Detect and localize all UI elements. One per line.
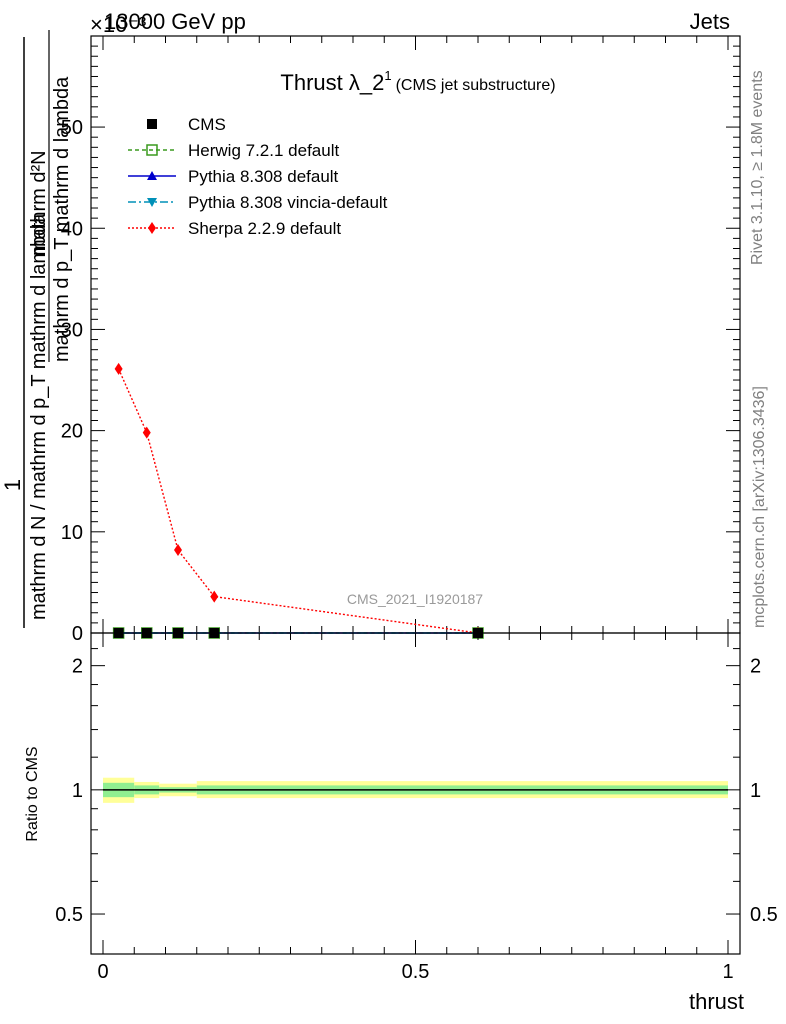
y-label-inner-denominator: mathrm d p_T mathrm d lambda [51, 76, 73, 362]
data-point [147, 171, 157, 180]
main-panel: CMS_2021_I1920187 0 10 20 30 40 50 Thrust λ_2… [61, 35, 741, 645]
legend-item-sherpa: Sherpa 2.2.9 default [128, 219, 341, 238]
data-point [148, 222, 156, 234]
data-point [114, 362, 123, 375]
ratio-y-label: Ratio to CMS [24, 746, 41, 841]
main-y-ticks: 0 10 20 30 40 50 [61, 45, 740, 645]
main-y-label: 1 mathrm d N / mathrm d p_T mathrm d lam… [0, 30, 73, 628]
data-point [147, 198, 157, 207]
y-tick-label: 0 [72, 623, 83, 645]
beam-label: 13000 GeV pp [104, 9, 246, 34]
legend-label: Pythia 8.308 vincia-default [188, 193, 388, 212]
x-tick-label: 1 [722, 961, 733, 983]
y-label-denominator: mathrm d N / mathrm d p_T mathrm d lambd… [28, 213, 50, 620]
main-x-ticks [102, 36, 729, 633]
mcplots-label: mcplots.cern.ch [arXiv:1306.3436] [751, 386, 768, 628]
legend-label: CMS [188, 115, 226, 134]
y-label-numerator: 1 [0, 479, 25, 491]
plot-title: Thrust λ_21 (CMS jet substructure) [280, 68, 555, 95]
ratio-y-tick-label-right: 0.5 [750, 904, 778, 926]
y-tick-label: 40 [61, 218, 83, 240]
data-point [146, 144, 158, 156]
data-point [142, 426, 151, 439]
title-main: Thrust λ_2 [280, 70, 384, 95]
watermark: CMS_2021_I1920187 [347, 591, 483, 607]
process-label: Jets [690, 9, 730, 34]
ratio-y-tick-label: 0.5 [55, 904, 83, 926]
data-point [210, 590, 219, 603]
legend-item-pythia_vincia: Pythia 8.308 vincia-default [128, 193, 388, 212]
legend-item-pythia_default: Pythia 8.308 default [128, 167, 339, 186]
x-axis-label: thrust [689, 989, 744, 1014]
ratio-x-ticks: 0 0.5 1 [97, 633, 734, 983]
ratio-y-tick-label: 2 [72, 656, 83, 678]
ratio-y-tick-label: 1 [72, 780, 83, 802]
y-tick-label: 50 [61, 117, 83, 139]
legend-label: Pythia 8.308 default [188, 167, 339, 186]
legend-label: Sherpa 2.2.9 default [188, 219, 341, 238]
legend-label: Herwig 7.2.1 default [188, 141, 339, 160]
y-tick-label: 30 [61, 319, 83, 341]
y-label-inner-numerator: mathrm d²N [28, 150, 50, 256]
ratio-panel: 0.5 0.51 12 2 0 0.5 1 Ratio to CMS [24, 632, 778, 983]
rivet-label: Rivet 3.1.10, ≥ 1.8M events [749, 70, 766, 265]
legend-item-herwig: Herwig 7.2.1 default [128, 141, 339, 160]
data-point [147, 119, 157, 129]
y-tick-label: 20 [61, 421, 83, 443]
ratio-y-tick-label-right: 2 [750, 656, 761, 678]
x-tick-label: 0.5 [402, 961, 430, 983]
legend-item-cms: CMS [147, 115, 226, 134]
title-subtitle: (CMS jet substructure) [396, 77, 556, 94]
scale-factor: ×10⁻³ [90, 12, 146, 37]
data-point [174, 544, 182, 557]
title-superscript: 1 [384, 68, 391, 83]
y-tick-label: 10 [61, 522, 83, 544]
legend: CMS Herwig 7.2.1 default Pythia 8.308 defa… [128, 115, 388, 238]
x-tick-label: 0 [97, 961, 108, 983]
ratio-y-ticks: 0.5 0.5 1 1 2 2 [55, 632, 778, 955]
ratio-y-tick-label-right: 1 [750, 780, 761, 802]
